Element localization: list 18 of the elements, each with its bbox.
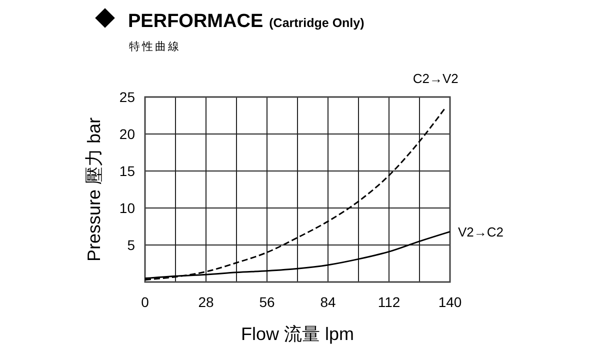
- x-tick-label: 112: [378, 294, 400, 310]
- x-tick-label: 0: [141, 294, 150, 310]
- x-tick-label: 28: [198, 294, 214, 310]
- y-tick-label: 15: [119, 163, 136, 179]
- y-tick-label: 20: [119, 126, 136, 142]
- x-tick-label: 140: [438, 294, 462, 310]
- text: 特性曲線: [129, 40, 181, 53]
- chart-subtitle: (Cartridge Only): [269, 16, 364, 30]
- y-axis-title: Pressure 壓力 bar: [84, 117, 104, 262]
- series-label: V2→C2: [458, 224, 504, 240]
- x-tick-label: 56: [259, 294, 275, 310]
- x-tick-label: 84: [320, 294, 336, 310]
- x-axis-title: Flow 流量 lpm: [240, 324, 354, 344]
- y-tick-label: 25: [119, 89, 136, 105]
- y-tick-label: 5: [127, 237, 136, 253]
- series-label: C2→V2: [412, 71, 458, 86]
- y-tick-label: 10: [119, 200, 136, 216]
- chart-title: PERFORMACE: [128, 11, 264, 32]
